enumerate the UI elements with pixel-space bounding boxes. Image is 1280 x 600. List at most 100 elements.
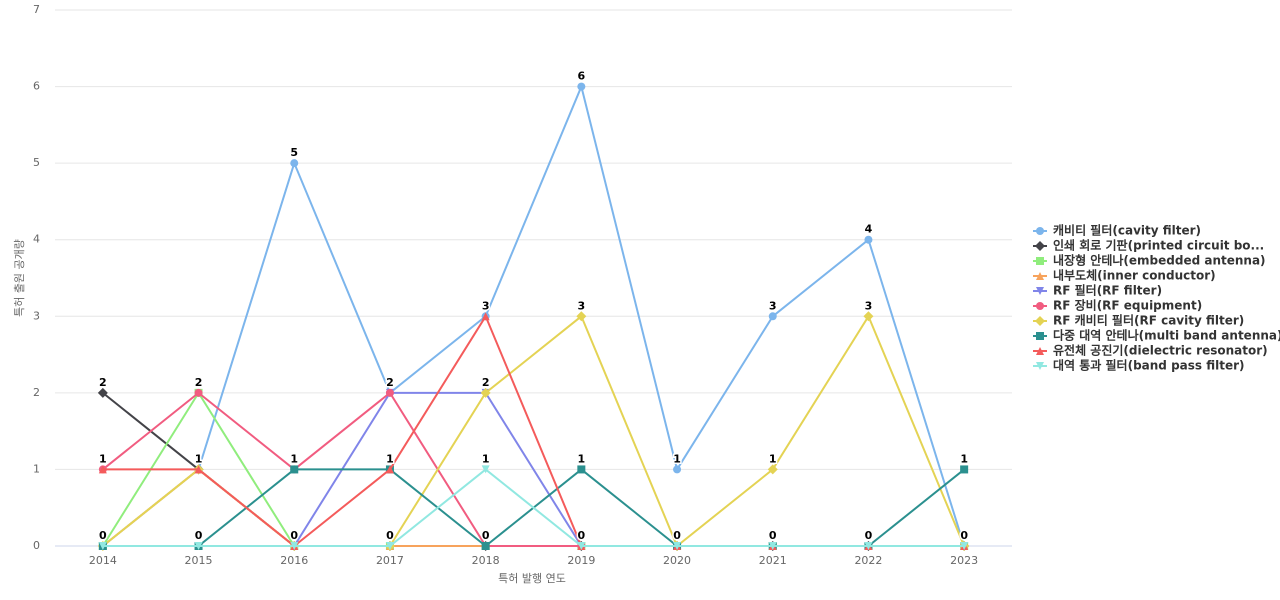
point	[481, 465, 490, 474]
point	[673, 465, 682, 474]
x-tick-label: 2017	[376, 554, 404, 567]
data-label: 2	[195, 376, 203, 389]
point	[98, 465, 107, 474]
y-tick-label: 3	[33, 309, 40, 322]
data-label: 1	[960, 452, 968, 465]
x-tick-label: 2018	[472, 554, 500, 567]
point	[768, 312, 777, 321]
legend-label[interactable]: 인쇄 회로 기판(printed circuit bo...	[1053, 238, 1264, 253]
data-label: 1	[673, 452, 681, 465]
point	[385, 388, 394, 397]
legend-label[interactable]: 다중 대역 안테나(multi band antenna)	[1053, 328, 1280, 343]
data-label: 0	[769, 529, 777, 542]
point	[577, 465, 586, 474]
y-tick-label: 5	[33, 156, 40, 169]
data-label: 0	[578, 529, 586, 542]
point	[960, 465, 969, 474]
data-label: 1	[290, 452, 298, 465]
point	[577, 82, 586, 91]
point	[767, 464, 778, 475]
point	[290, 159, 299, 168]
x-tick-label: 2020	[663, 554, 691, 567]
legend-label[interactable]: RF 캐비티 필터(RF cavity filter)	[1053, 313, 1244, 328]
series-line	[102, 468, 965, 547]
x-tick-label: 2023	[950, 554, 978, 567]
point	[960, 542, 969, 550]
legend-marker	[1035, 241, 1045, 251]
legend-label[interactable]: 캐비티 필터(cavity filter)	[1053, 223, 1201, 238]
point	[673, 542, 682, 550]
data-label: 1	[99, 452, 107, 465]
legend-marker	[1036, 287, 1044, 295]
legend-marker	[1036, 362, 1044, 370]
series-line	[102, 314, 965, 548]
x-tick-label: 2019	[567, 554, 595, 567]
x-tick-label: 2022	[854, 554, 882, 567]
data-label: 5	[290, 146, 298, 159]
data-label: 0	[195, 529, 203, 542]
y-tick-label: 0	[33, 539, 40, 552]
legend-marker	[1036, 332, 1044, 340]
data-label: 0	[99, 529, 107, 542]
legend-label[interactable]: 대역 통과 필터(band pass filter)	[1053, 358, 1245, 373]
data-label: 2	[386, 376, 394, 389]
data-label: 3	[482, 299, 490, 312]
data-label: 3	[865, 299, 873, 312]
legend-marker	[1036, 227, 1044, 235]
data-label: 1	[769, 452, 777, 465]
point	[864, 235, 873, 244]
point	[768, 542, 777, 550]
legend-marker	[1036, 302, 1044, 310]
legend-marker	[1036, 347, 1044, 355]
point	[290, 542, 299, 550]
legend-label[interactable]: RF 필터(RF filter)	[1053, 283, 1162, 298]
legend-marker	[1036, 272, 1044, 280]
point	[385, 465, 394, 474]
y-tick-label: 2	[33, 386, 40, 399]
x-tick-label: 2014	[89, 554, 117, 567]
point	[481, 542, 490, 550]
data-label: 2	[482, 376, 490, 389]
legend-marker	[1035, 316, 1045, 326]
point	[98, 542, 107, 550]
data-label: 1	[578, 452, 586, 465]
data-label: 3	[578, 299, 586, 312]
point	[481, 312, 490, 321]
point	[864, 542, 873, 550]
legend-label[interactable]: 내장형 안테나(embedded antenna)	[1053, 253, 1266, 268]
point	[290, 465, 299, 474]
point	[194, 542, 203, 550]
x-tick-label: 2015	[185, 554, 213, 567]
x-tick-label: 2021	[759, 554, 787, 567]
y-tick-label: 6	[33, 80, 40, 93]
point	[577, 542, 586, 550]
y-tick-label: 4	[33, 233, 40, 246]
series-line	[102, 83, 966, 547]
y-tick-label: 7	[33, 3, 40, 16]
point	[480, 387, 491, 398]
point	[194, 388, 203, 397]
legend-label[interactable]: RF 장비(RF equipment)	[1053, 298, 1202, 313]
data-label: 1	[386, 452, 394, 465]
data-label: 0	[482, 529, 490, 542]
legend-label[interactable]: 내부도체(inner conductor)	[1053, 268, 1216, 283]
point	[97, 387, 108, 398]
data-label: 0	[960, 529, 968, 542]
data-label: 0	[673, 529, 681, 542]
data-label: 1	[482, 452, 490, 465]
x-tick-label: 2016	[280, 554, 308, 567]
data-label: 6	[578, 70, 586, 83]
data-label: 1	[195, 452, 203, 465]
y-axis-title: 특허 출원 공개량	[13, 239, 26, 317]
data-label: 0	[386, 529, 394, 542]
data-label: 2	[99, 376, 107, 389]
legend-marker	[1036, 257, 1044, 265]
legend-label[interactable]: 유전체 공진기(dielectric resonator)	[1053, 343, 1268, 358]
x-axis-title: 특허 발행 연도	[498, 572, 566, 585]
data-label: 0	[290, 529, 298, 542]
point	[194, 465, 203, 474]
y-tick-label: 1	[33, 462, 40, 475]
data-label: 4	[865, 223, 873, 236]
point	[385, 542, 394, 550]
